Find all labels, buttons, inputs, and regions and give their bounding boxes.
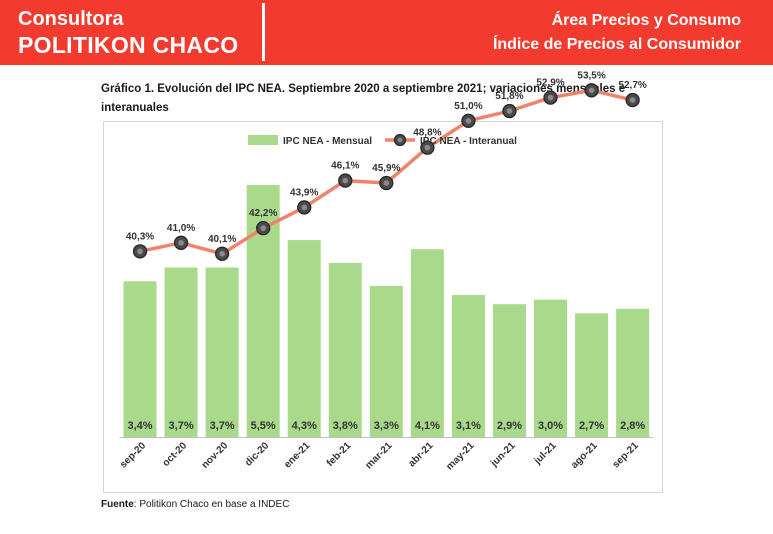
legend-label-mensual: IPC NEA - Mensual	[283, 136, 372, 147]
source-label: Fuente	[101, 499, 134, 510]
line-point-center-dic-20	[260, 225, 266, 231]
line-point-center-nov-20	[219, 250, 225, 257]
bar-sep-21	[616, 308, 650, 437]
bar-label-oct-20: 3,7%	[169, 420, 194, 432]
bar-label-sep-20: 3,4%	[127, 420, 152, 432]
line-label-abr-21: 48,8%	[413, 128, 441, 139]
line-label-ago-21: 53,5%	[577, 70, 605, 81]
line-label-sep-20: 40,3%	[126, 231, 154, 242]
line-point-center-sep-20	[137, 248, 143, 255]
bar-label-sep-21: 2,8%	[620, 420, 645, 432]
source-note: Fuente: Politikon Chaco en base a INDEC	[101, 499, 289, 510]
line-point-center-ene-21	[301, 204, 308, 211]
x-tick-feb-21: feb-21	[325, 440, 354, 469]
x-tick-sep-21: sep-21	[611, 440, 641, 470]
x-tick-may-21: may-21	[444, 440, 476, 472]
line-label-mar-21: 45,9%	[372, 163, 400, 174]
bar-may-21	[451, 295, 485, 437]
line-label-nov-20: 40,1%	[208, 234, 236, 245]
x-tick-mar-21: mar-21	[363, 440, 394, 471]
line-label-oct-20: 41,0%	[167, 223, 195, 234]
area-title: Área Precios y Consumo	[551, 12, 741, 29]
line-point-center-feb-21	[342, 177, 349, 184]
chart-title: Gráfico 1. Evolución del IPC NEA. Septie…	[101, 83, 626, 114]
bar-label-jul-21: 3,0%	[538, 420, 563, 432]
bar-label-may-21: 3,1%	[456, 420, 481, 432]
bar-label-ene-21: 4,3%	[292, 420, 317, 432]
bar-label-feb-21: 3,8%	[333, 420, 358, 432]
header-divider	[262, 3, 265, 61]
bar-label-abr-21: 4,1%	[415, 420, 440, 432]
x-tick-jun-21: jun-21	[488, 440, 518, 470]
bar-ene-21	[287, 240, 321, 437]
x-tick-sep-20: sep-20	[118, 440, 148, 470]
line-point-center-oct-20	[178, 240, 184, 246]
line-label-dic-20: 42,2%	[249, 208, 277, 219]
chart-frame	[103, 121, 663, 493]
legend-label-interanual: IPC NEA - Interanual	[420, 136, 517, 147]
source-text: : Politikon Chaco en base a INDEC	[133, 499, 290, 510]
x-tick-oct-20: oct-20	[161, 440, 190, 469]
line-point-center-jun-21	[506, 108, 513, 114]
report-header: Consultora POLITIKON CHACO Área Precios …	[0, 0, 773, 65]
x-tick-jul-21: jul-21	[532, 440, 559, 467]
line-label-jun-21: 51,8%	[495, 91, 523, 102]
bar-label-jun-21: 2,9%	[497, 420, 522, 432]
line-point-center-mar-21	[383, 180, 390, 186]
line-point-center-sep-21	[629, 97, 636, 103]
line-point-center-jul-21	[547, 94, 554, 101]
line-point-center-abr-21	[424, 144, 431, 151]
legend-swatch-mensual	[248, 135, 278, 145]
bar-nov-20	[205, 267, 239, 437]
legend-marker-center-interanual	[397, 137, 403, 143]
bar-mar-21	[369, 285, 403, 437]
bar-feb-21	[328, 262, 362, 437]
bar-label-dic-20: 5,5%	[251, 420, 276, 432]
x-tick-nov-20: nov-20	[200, 440, 231, 471]
x-tick-ago-21: ago-21	[569, 440, 600, 471]
line-label-feb-21: 46,1%	[331, 161, 359, 172]
brand-name: POLITIKON CHACO	[18, 32, 239, 58]
line-point-center-may-21	[465, 118, 472, 124]
line-label-ene-21: 43,9%	[290, 187, 318, 198]
bar-jul-21	[534, 299, 568, 437]
x-tick-abr-21: abr-21	[406, 440, 435, 469]
x-tick-ene-21: ene-21	[282, 440, 312, 470]
bar-ago-21	[575, 313, 609, 437]
bar-label-nov-20: 3,7%	[210, 420, 235, 432]
bar-jun-21	[492, 304, 526, 437]
bar-sep-20	[123, 281, 157, 437]
line-label-jul-21: 52,9%	[536, 78, 564, 89]
bar-oct-20	[164, 267, 198, 437]
area-subtitle: Índice de Precios al Consumidor	[492, 36, 741, 53]
bar-label-mar-21: 3,3%	[374, 420, 399, 432]
line-label-sep-21: 52,7%	[618, 80, 646, 91]
line-label-may-21: 51,0%	[454, 101, 482, 112]
bar-label-ago-21: 2,7%	[579, 420, 604, 432]
brand-consultora: Consultora	[18, 8, 124, 30]
x-tick-dic-20: dic-20	[243, 440, 272, 469]
line-point-center-ago-21	[588, 87, 595, 94]
bar-abr-21	[410, 249, 444, 437]
